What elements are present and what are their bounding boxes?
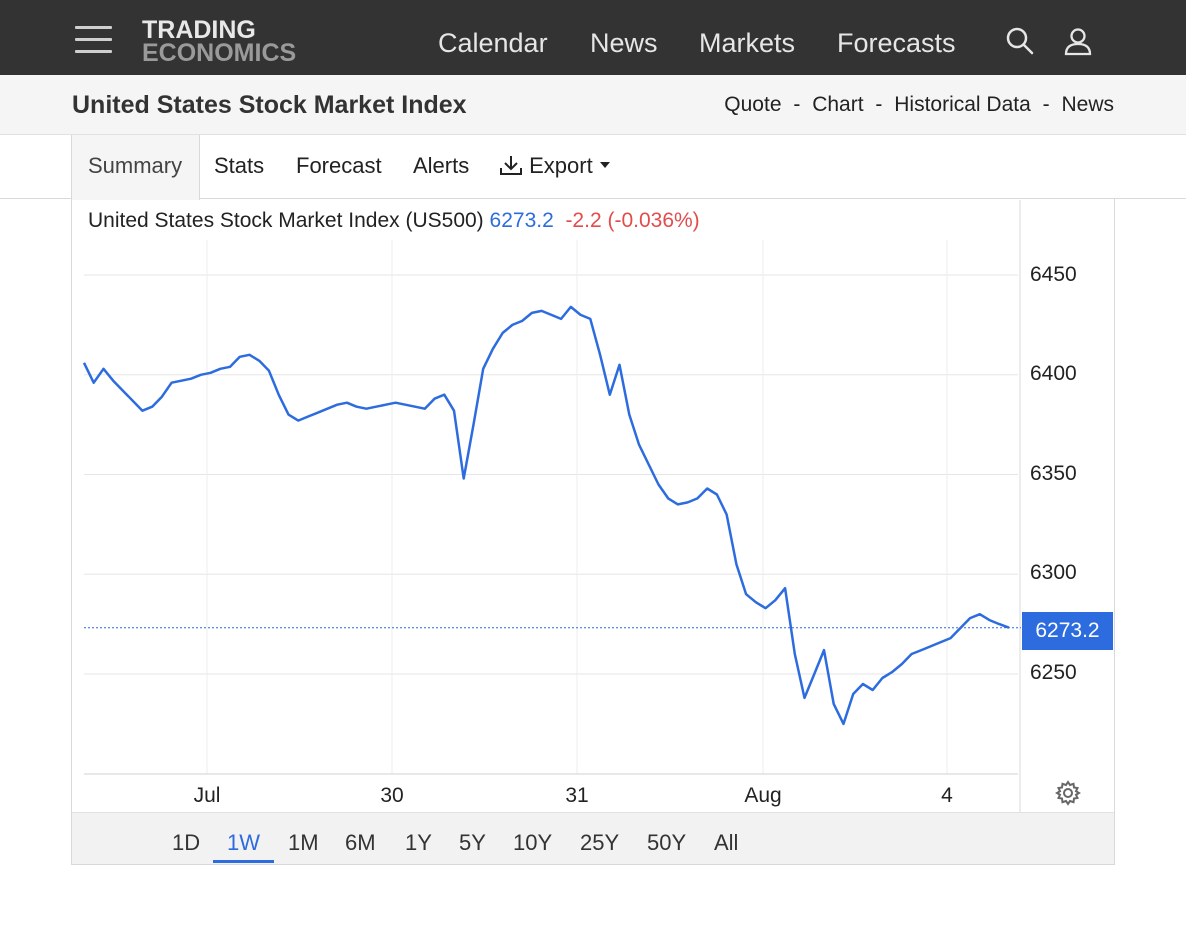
nav-calendar[interactable]: Calendar (438, 28, 548, 58)
y-tick-label: 6250 (1030, 661, 1077, 684)
breadcrumb-separator: - (1042, 93, 1050, 116)
breadcrumb-quote[interactable]: Quote (724, 93, 782, 116)
nav-forecasts[interactable]: Forecasts (837, 28, 956, 58)
y-tick-label: 6400 (1030, 362, 1077, 385)
range-5y[interactable]: 5Y (459, 830, 486, 855)
chart-title: United States Stock Market Index (US500)… (88, 209, 700, 233)
range-1w[interactable]: 1W (227, 830, 260, 855)
breadcrumb: Quote - Chart - Historical Data - News (724, 93, 1114, 117)
nav-news[interactable]: News (590, 28, 658, 58)
gear-icon[interactable] (1055, 780, 1081, 811)
tab-bar: Summary Stats Forecast Alerts Export (0, 135, 1186, 200)
tab-summary[interactable]: Summary (71, 135, 200, 200)
breadcrumb-historical-data[interactable]: Historical Data (894, 93, 1031, 116)
instrument-name: United States Stock Market Index (US500) (88, 209, 484, 232)
x-tick-label: 30 (380, 784, 404, 807)
y-tick-label: 6350 (1030, 462, 1077, 485)
search-icon[interactable] (1005, 26, 1035, 61)
page-title: United States Stock Market Index (72, 91, 467, 119)
menu-icon[interactable] (75, 26, 112, 54)
tab-summary-label: Summary (88, 153, 183, 178)
x-tick-label: 4 (941, 784, 953, 807)
breadcrumb-separator: - (875, 93, 883, 116)
breadcrumb-chart[interactable]: Chart (812, 93, 864, 116)
top-navigation-bar: TRADING ECONOMICS Calendar News Markets … (0, 0, 1186, 75)
tab-alerts[interactable]: Alerts (413, 153, 470, 178)
last-value-tag: 6273.2 (1022, 612, 1113, 650)
range-6m[interactable]: 6M (345, 830, 376, 855)
active-range-indicator (213, 860, 274, 863)
range-1m[interactable]: 1M (288, 830, 319, 855)
range-1y[interactable]: 1Y (405, 830, 432, 855)
range-50y[interactable]: 50Y (647, 830, 687, 855)
chart-container (71, 199, 1115, 865)
y-tick-label: 6450 (1030, 263, 1077, 286)
nav-markets[interactable]: Markets (699, 28, 796, 58)
x-tick-label: Aug (744, 784, 782, 807)
tab-stats[interactable]: Stats (214, 153, 265, 178)
logo[interactable]: TRADING ECONOMICS (142, 16, 297, 67)
range-1d[interactable]: 1D (172, 830, 201, 855)
export-label: Export (529, 153, 593, 178)
logo-line-2: ECONOMICS (142, 39, 297, 67)
x-tick-label: Jul (193, 784, 221, 807)
range-25y[interactable]: 25Y (580, 830, 620, 855)
price-series-line (82, 305, 1010, 726)
range-all[interactable]: All (714, 830, 739, 855)
price-change: -2.2 (565, 209, 602, 232)
breadcrumb-separator: - (793, 93, 801, 116)
export-button[interactable]: Export (499, 153, 611, 179)
x-tick-label: 31 (565, 784, 589, 807)
page-header: United States Stock Market Index Quote -… (0, 75, 1186, 135)
range-selector: 1D 1W 1M 6M 1Y 5Y 10Y 25Y 50Y All (72, 812, 1114, 864)
y-tick-label: 6300 (1030, 561, 1077, 584)
range-10y[interactable]: 10Y (513, 830, 553, 855)
tab-forecast[interactable]: Forecast (296, 153, 382, 178)
breadcrumb-news[interactable]: News (1061, 93, 1114, 116)
user-icon[interactable] (1063, 26, 1093, 61)
download-icon (500, 156, 522, 175)
caret-down-icon (599, 162, 610, 168)
price-change-percent: (-0.036%) (607, 209, 700, 232)
logo-line-1: TRADING (142, 16, 256, 44)
last-price: 6273.2 (489, 209, 554, 232)
